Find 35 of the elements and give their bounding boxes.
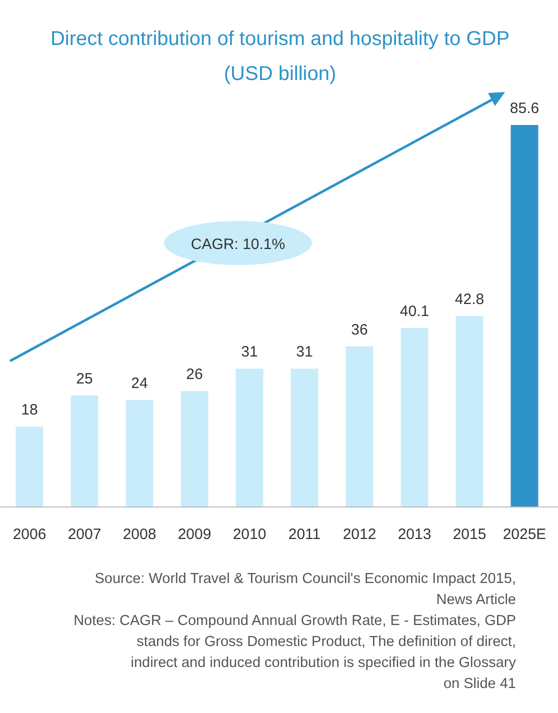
x-tick-label: 2010	[232, 526, 266, 543]
x-tick-label: 2006	[12, 526, 46, 543]
x-tick-label: 2012	[342, 526, 376, 543]
bar	[180, 390, 208, 507]
data-label: 31	[296, 344, 313, 361]
bar	[456, 316, 484, 507]
data-label: 42.8	[454, 291, 484, 308]
x-tick-label: 2008	[122, 526, 156, 543]
x-tick-label: 2009	[178, 526, 212, 543]
bar	[400, 328, 428, 507]
bar	[290, 368, 318, 507]
annotation: CAGR: 10.1%	[190, 236, 286, 253]
bar	[16, 426, 44, 507]
data-label: 31	[241, 344, 258, 361]
data-label: 24	[131, 374, 148, 392]
bar	[70, 395, 98, 507]
x-tick-label: 2015	[452, 526, 486, 543]
chart-title: Direct contribution of tourism and hospitality to GDP	[50, 28, 510, 50]
x-tick-label: 2025E	[502, 526, 546, 543]
text: Notes: CAGR – Compound Annual Growth Rate, E - Estimates, GDP stands for Gross Domestic Product, The definition of direct, indirect and induced contribution is specified in the Glossary on Slide 41	[74, 613, 517, 692]
data-label: 40.1	[400, 303, 430, 320]
data-label: 26	[186, 366, 203, 383]
data-label: 36	[351, 321, 368, 338]
x-tick-label: 2007	[68, 526, 102, 543]
source-note: Source: World Travel & Tourism Council's Economic Impact 2015, News Article	[94, 571, 516, 608]
data-label: 85.6	[510, 100, 540, 117]
bar	[510, 125, 538, 507]
x-tick-label: 2011	[288, 526, 321, 543]
x-tick-label: 2013	[398, 526, 432, 543]
bar	[236, 368, 264, 507]
chart-subtitle: (USD billion)	[224, 63, 336, 85]
bar	[346, 346, 374, 507]
data-label: 18	[21, 402, 38, 419]
data-label: 25	[76, 370, 93, 388]
bar	[126, 400, 154, 507]
